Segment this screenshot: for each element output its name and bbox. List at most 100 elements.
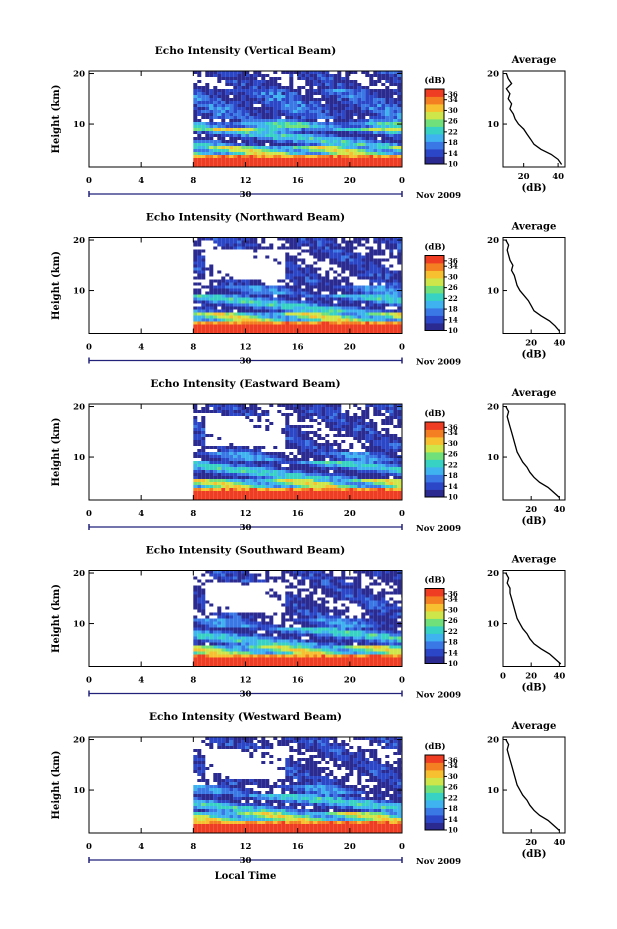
heatmap-cell (397, 146, 402, 149)
heatmap-cell (333, 312, 338, 316)
heatmap-cell (245, 476, 250, 479)
heatmap-cell (333, 419, 338, 422)
heatmap-cell (345, 71, 350, 74)
heatmap-cell (341, 464, 346, 467)
heatmap-cell (397, 312, 402, 316)
x-tick-label: 4 (138, 176, 144, 186)
heatmap-cell (289, 71, 294, 74)
heatmap-cell (361, 485, 366, 488)
heatmap-cell (217, 621, 222, 625)
heatmap-cell (253, 318, 258, 322)
heatmap-cell (393, 71, 398, 74)
average-x-tick-label: 40 (552, 172, 564, 182)
heatmap-cell (393, 303, 398, 307)
heatmap-cell (365, 164, 370, 167)
heatmap-cell (237, 101, 242, 104)
heatmap-cell (277, 479, 282, 482)
heatmap-cell (201, 627, 206, 631)
heatmap-cell (337, 464, 342, 467)
heatmap-cell (245, 98, 250, 101)
heatmap-cell (245, 446, 250, 449)
heatmap-cell (237, 612, 242, 616)
heatmap-cell (197, 473, 202, 476)
heatmap-cell (313, 461, 318, 464)
heatmap-cell (389, 461, 394, 464)
heatmap-cell (289, 95, 294, 98)
heatmap-cell (381, 419, 386, 422)
heatmap-cell (349, 267, 354, 271)
heatmap-cell (333, 449, 338, 452)
heatmap-cell (317, 294, 322, 298)
heatmap-cell (265, 663, 270, 667)
heatmap-cell (257, 633, 262, 637)
heatmap-cell (217, 452, 222, 455)
heatmap-cell (341, 261, 346, 265)
heatmap-cell (241, 615, 246, 619)
heatmap-cell (373, 128, 378, 131)
heatmap-cell (213, 164, 218, 167)
heatmap-cell (213, 288, 218, 292)
heatmap-cell (281, 161, 286, 164)
heatmap-cell (237, 615, 242, 619)
heatmap-cell (325, 134, 330, 137)
heatmap-cell (225, 479, 230, 482)
heatmap-cell (321, 116, 326, 119)
heatmap-cell (217, 488, 222, 491)
heatmap-cell (257, 416, 262, 419)
heatmap-cell (297, 449, 302, 452)
heatmap-cell (313, 243, 318, 247)
heatmap-cell (329, 488, 334, 491)
heatmap-cell (373, 140, 378, 143)
heatmap-cell (241, 131, 246, 134)
heatmap-cell (193, 455, 198, 458)
heatmap-cell (393, 276, 398, 280)
heatmap-cell (261, 80, 266, 83)
heatmap-cell (397, 119, 402, 122)
heatmap-cell (249, 92, 254, 95)
heatmap-cell (241, 612, 246, 616)
heatmap-cell (349, 258, 354, 262)
heatmap-cell (201, 95, 206, 98)
heatmap-cell (277, 279, 282, 283)
heatmap-cell (321, 324, 326, 328)
heatmap-cell (369, 77, 374, 80)
heatmap-cell (245, 288, 250, 292)
heatmap-cell (361, 476, 366, 479)
heatmap-cell (289, 125, 294, 128)
heatmap-cell (333, 246, 338, 250)
panel-title: Echo Intensity (Vertical Beam) (155, 45, 336, 57)
heatmap-cell (309, 237, 314, 241)
heatmap-cell (385, 315, 390, 319)
heatmap-cell (229, 464, 234, 467)
heatmap-cell (393, 464, 398, 467)
heatmap-cell (213, 458, 218, 461)
heatmap-cell (365, 89, 370, 92)
heatmap-cell (269, 303, 274, 307)
heatmap-cell (329, 282, 334, 286)
heatmap-cell (325, 276, 330, 280)
heatmap-cell (193, 327, 198, 331)
heatmap-cell (225, 312, 230, 316)
heatmap-cell (301, 324, 306, 328)
heatmap-cell (365, 104, 370, 107)
heatmap-cell (197, 642, 202, 646)
heatmap-cell (397, 71, 402, 74)
heatmap-cell (213, 642, 218, 646)
heatmap-cell (373, 125, 378, 128)
heatmap-cell (241, 71, 246, 74)
heatmap-cell (329, 404, 334, 407)
heatmap-cell (281, 455, 286, 458)
heatmap-cell (201, 113, 206, 116)
heatmap-cell (321, 455, 326, 458)
heatmap-cell (277, 473, 282, 476)
heatmap-cell (233, 107, 238, 110)
heatmap-cell (201, 618, 206, 622)
heatmap-cell (237, 570, 242, 574)
heatmap-cell (205, 452, 210, 455)
heatmap-cell (261, 476, 266, 479)
heatmap-cell (193, 627, 198, 631)
heatmap-cell (217, 152, 222, 155)
heatmap-cell (381, 488, 386, 491)
heatmap-cell (345, 279, 350, 283)
heatmap-cell (241, 573, 246, 577)
